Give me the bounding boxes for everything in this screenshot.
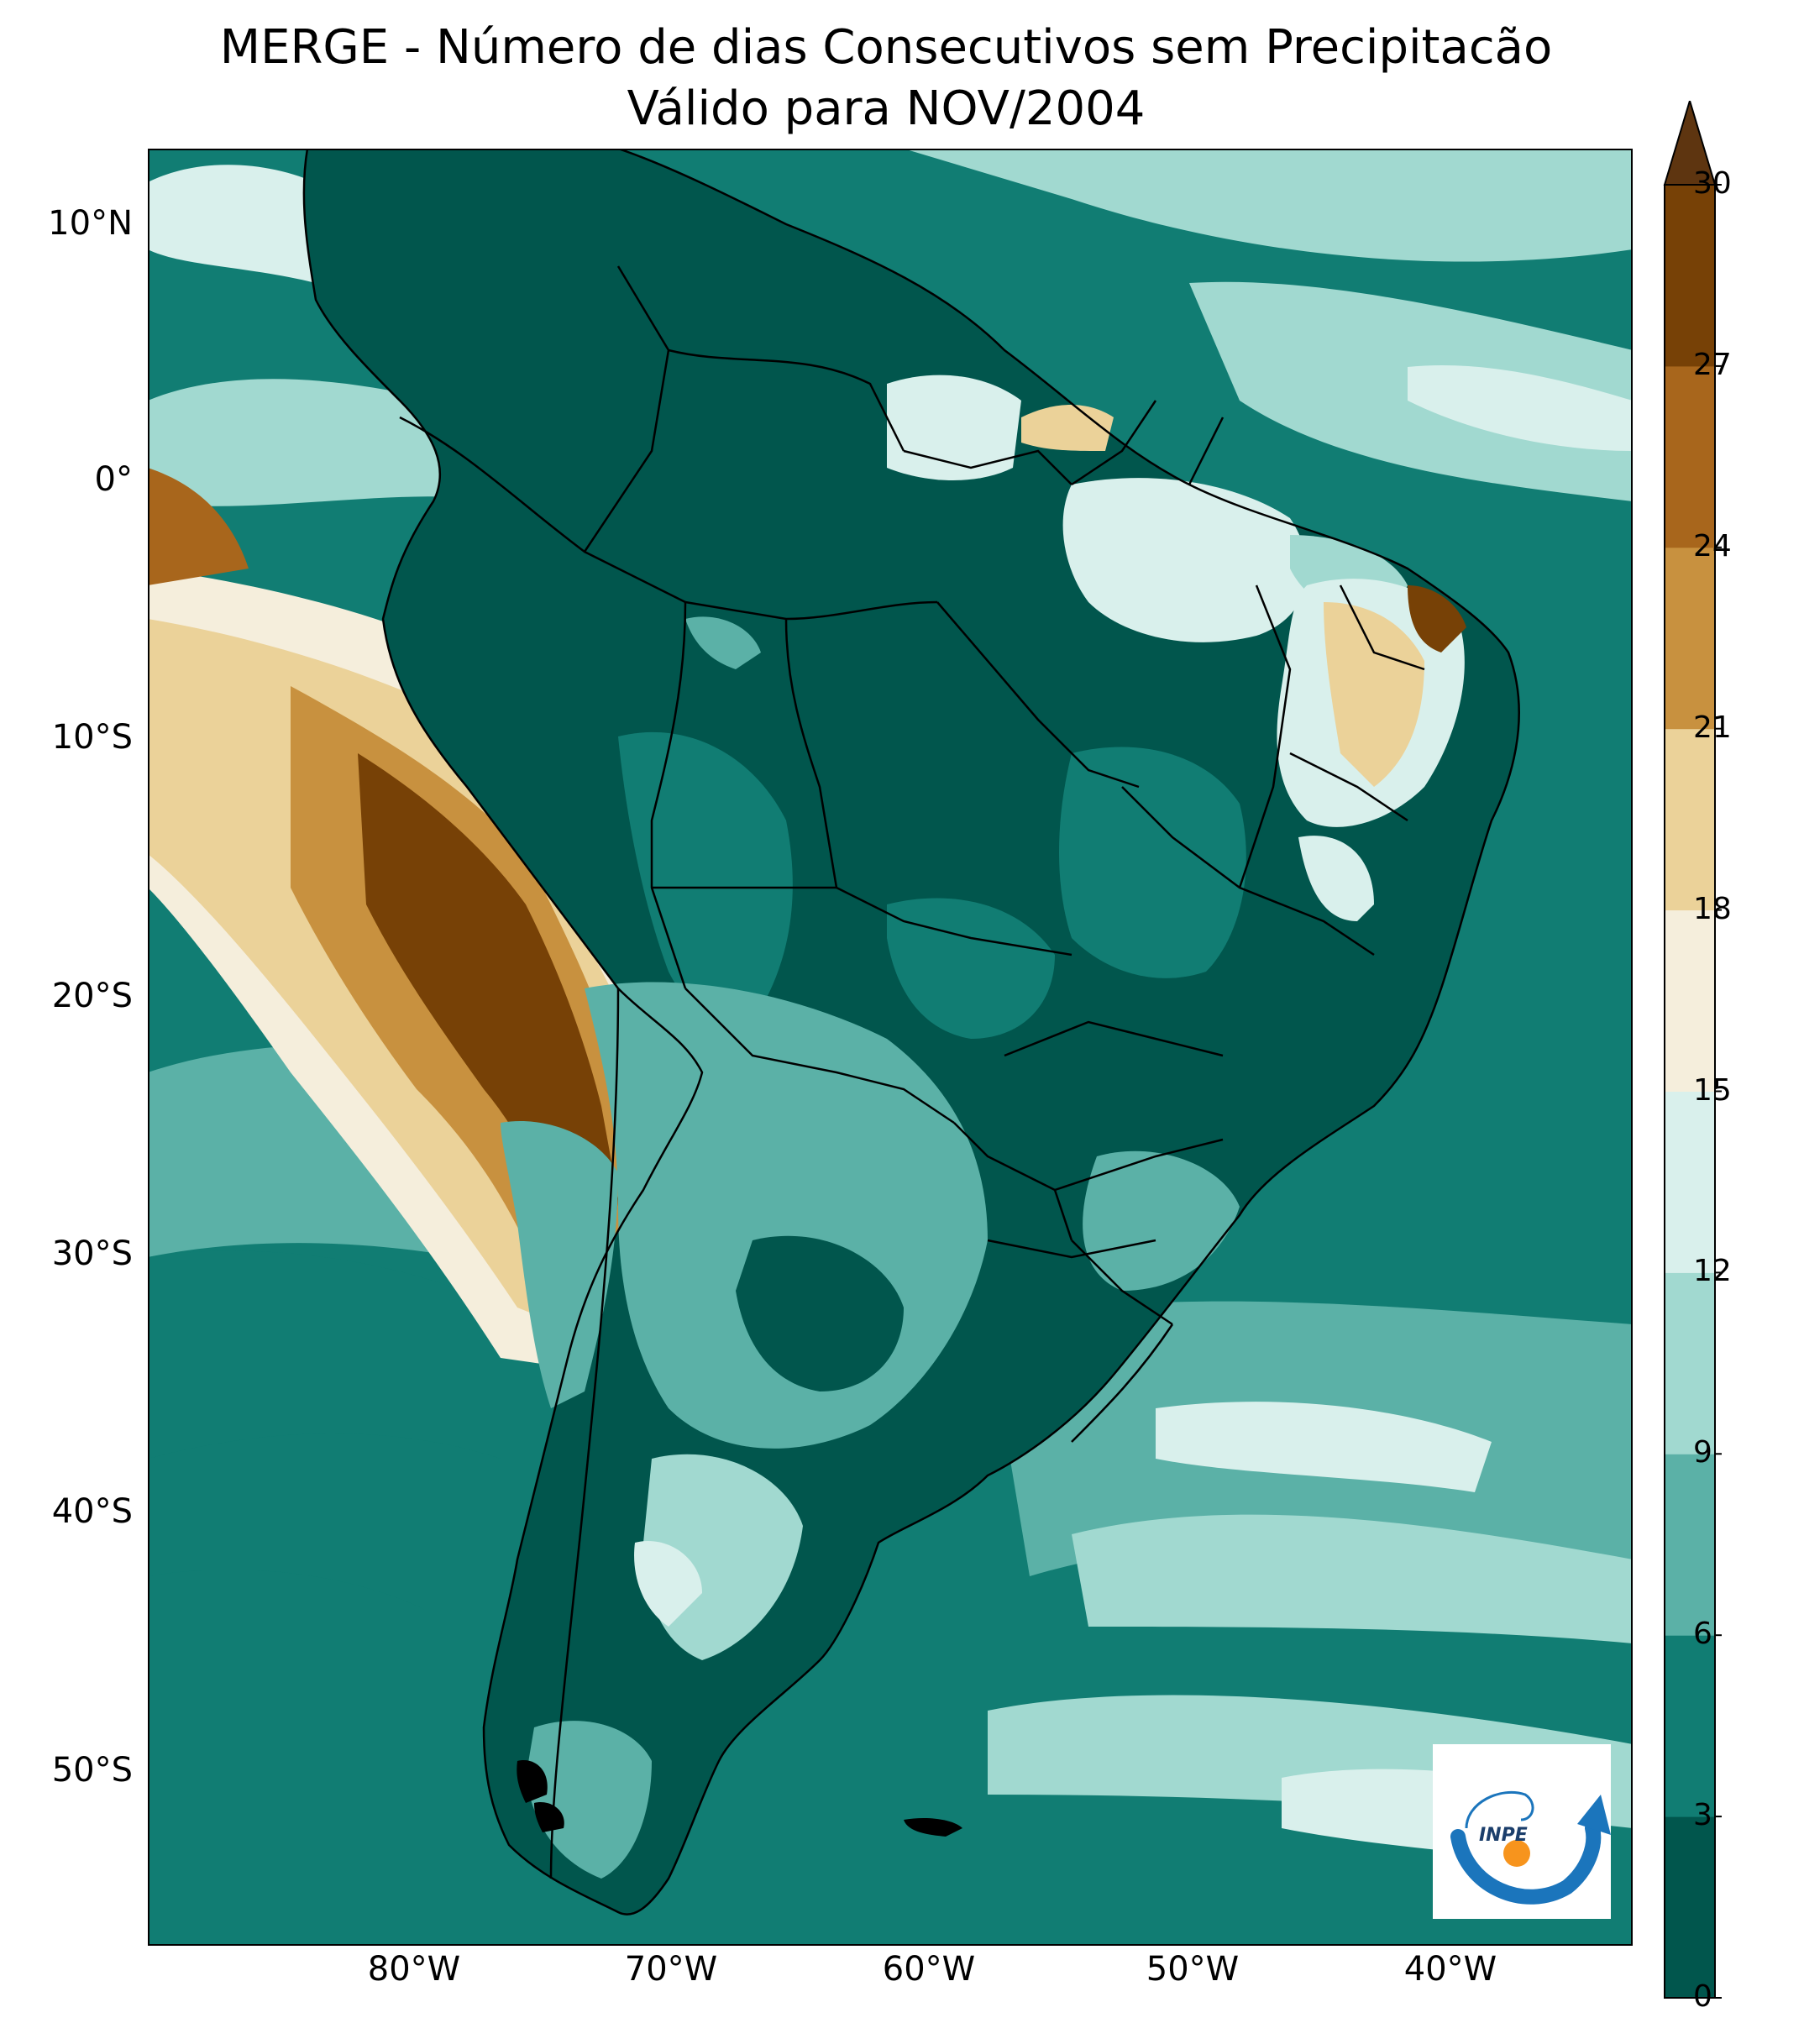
- lon-label-80w: 80°W: [367, 1950, 461, 1989]
- colorbar-segment: [1665, 1635, 1715, 1817]
- colorbar-tick-label: 6: [1693, 1617, 1712, 1652]
- colorbar-tick-label: 18: [1693, 891, 1732, 926]
- precipitation-map: [148, 149, 1633, 1946]
- map-title-line-2: Válido para NOV/2004: [627, 81, 1146, 136]
- map-frame: [148, 149, 1633, 1946]
- colorbar-tick-label: 15: [1693, 1072, 1732, 1108]
- lat-label-50s: 50°S: [51, 1751, 133, 1790]
- lon-label-60w: 60°W: [882, 1950, 976, 1989]
- colorbar-segment: [1665, 547, 1715, 730]
- colorbar-tick-label: 21: [1693, 710, 1732, 745]
- colorbar-tick-label: 24: [1693, 528, 1732, 563]
- colorbar-tick-label: 27: [1693, 347, 1732, 382]
- colorbar-segment: [1665, 909, 1715, 1092]
- colorbar-segment: [1665, 1091, 1715, 1273]
- inpe-logo: INPE: [1433, 1744, 1611, 1919]
- colorbar-segment: [1665, 1816, 1715, 1999]
- country-borders: [302, 149, 1520, 1916]
- map-title-line-1: MERGE - Número de dias Consecutivos sem …: [219, 20, 1553, 75]
- lat-label-10s: 10°S: [51, 718, 133, 757]
- colorbar-tick-label: 12: [1693, 1254, 1732, 1289]
- colorbar: [1663, 101, 1722, 1999]
- colorbar-segment: [1665, 185, 1715, 367]
- colorbar-tick-label: 30: [1693, 166, 1732, 201]
- lon-label-70w: 70°W: [624, 1950, 718, 1989]
- colorbar-tick-label: 3: [1693, 1798, 1712, 1833]
- lon-label-40w: 40°W: [1403, 1950, 1497, 1989]
- lat-label-20s: 20°S: [51, 977, 133, 1015]
- colorbar-segment: [1665, 365, 1715, 548]
- colorbar-segment: [1665, 728, 1715, 911]
- lat-label-30s: 30°S: [51, 1234, 133, 1273]
- islands: [517, 1760, 962, 1837]
- colorbar-segment: [1665, 1272, 1715, 1454]
- land-patches: [501, 375, 1466, 1879]
- colorbar-tick-label: 0: [1693, 1979, 1712, 2014]
- lon-label-50w: 50°W: [1146, 1950, 1240, 1989]
- lat-label-0: 0°: [94, 460, 133, 499]
- colorbar-tick-label: 9: [1693, 1435, 1712, 1470]
- lat-label-10n: 10°N: [48, 204, 133, 243]
- lat-label-40s: 40°S: [51, 1492, 133, 1531]
- logo-text: INPE: [1479, 1825, 1528, 1846]
- colorbar-segment: [1665, 1454, 1715, 1636]
